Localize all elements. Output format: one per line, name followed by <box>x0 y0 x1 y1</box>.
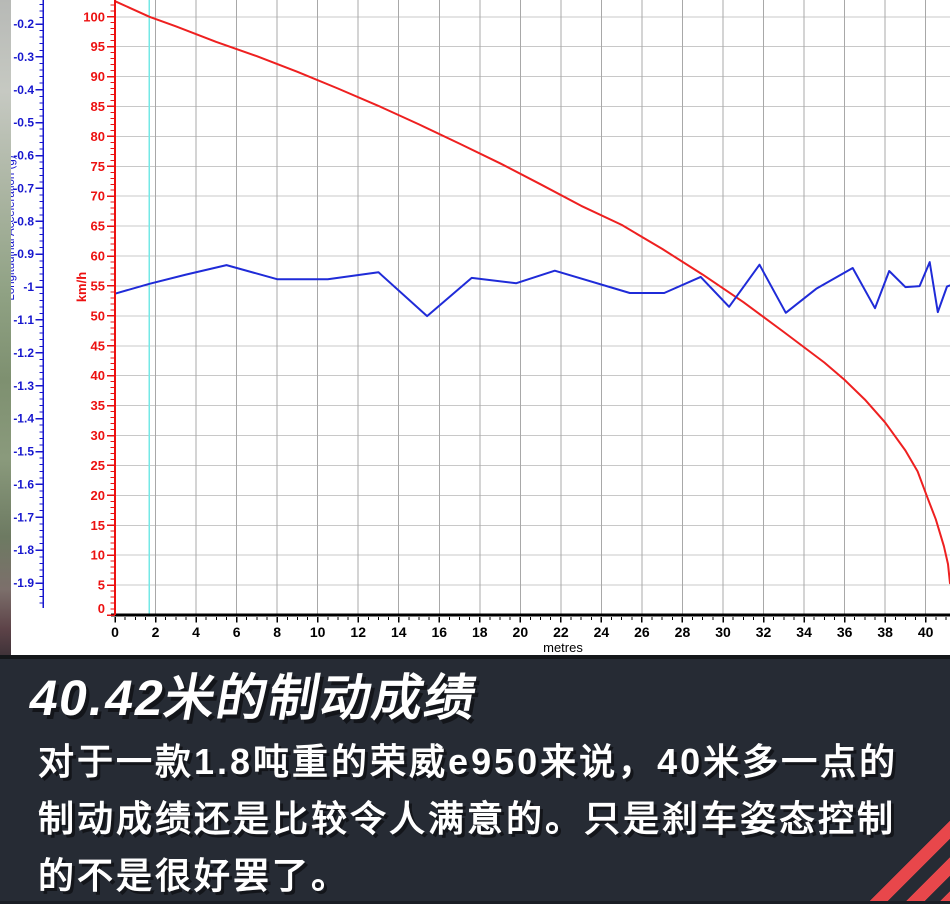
gridlines <box>115 0 950 615</box>
svg-text:-1.8: -1.8 <box>13 543 34 557</box>
svg-text:40: 40 <box>918 624 934 640</box>
svg-text:30: 30 <box>91 428 105 443</box>
caption-line-3: 的不是很好罢了。 <box>38 855 351 896</box>
longitudinal-acceleration-series-line <box>114 261 950 318</box>
svg-text:24: 24 <box>594 624 610 640</box>
svg-text:10: 10 <box>91 548 105 563</box>
svg-text:100: 100 <box>83 9 105 24</box>
svg-text:18: 18 <box>472 624 488 640</box>
svg-text:50: 50 <box>91 308 105 323</box>
svg-text:38: 38 <box>877 624 893 640</box>
svg-text:36: 36 <box>837 624 853 640</box>
svg-text:-1.2: -1.2 <box>13 346 34 360</box>
svg-text:-1.6: -1.6 <box>13 477 34 491</box>
svg-text:40: 40 <box>91 368 105 383</box>
svg-text:-0.4: -0.4 <box>13 83 34 97</box>
svg-text:80: 80 <box>91 129 105 144</box>
svg-text:70: 70 <box>91 189 105 204</box>
svg-text:8: 8 <box>273 624 281 640</box>
svg-text:65: 65 <box>91 219 105 234</box>
svg-text:28: 28 <box>675 624 691 640</box>
svg-text:0: 0 <box>111 624 119 640</box>
speed-axis-kmh: 0 5 10 15 20 25 30 35 40 45 50 55 60 65 70 75 80 85 90 95 10… <box>74 0 116 616</box>
svg-text:-0.9: -0.9 <box>13 247 34 261</box>
svg-text:20: 20 <box>91 488 105 503</box>
svg-text:20: 20 <box>513 624 529 640</box>
svg-text:metres: metres <box>543 640 583 655</box>
svg-text:-0.3: -0.3 <box>13 50 34 64</box>
svg-text:15: 15 <box>91 518 105 533</box>
svg-text:km/h: km/h <box>74 272 89 302</box>
svg-text:-1.7: -1.7 <box>13 510 34 524</box>
braking-test-chart: 0 2 4 6 8 10 12 14 16 18 20 22 24 26 28 30 32 34 36 38 40 met… <box>0 0 950 655</box>
svg-text:55: 55 <box>91 278 105 293</box>
svg-text:-1: -1 <box>23 280 34 294</box>
svg-text:85: 85 <box>91 99 105 114</box>
caption-panel: 40.42米的制动成绩 对于一款1.8吨重的荣威e950来说，40米多一点的 制… <box>0 655 950 904</box>
caption-line-2: 制动成绩还是比较令人满意的。只是刹车姿态控制 <box>38 798 897 839</box>
svg-text:-0.2: -0.2 <box>13 17 34 31</box>
caption-line-1: 对于一款1.8吨重的荣威e950来说，40米多一点的 <box>38 741 899 782</box>
svg-text:-1.5: -1.5 <box>13 445 34 459</box>
svg-text:0: 0 <box>98 601 105 616</box>
svg-text:95: 95 <box>91 39 105 54</box>
svg-text:-1.3: -1.3 <box>13 379 34 393</box>
x-axis-metres: 0 2 4 6 8 10 12 14 16 18 20 22 24 26 28 30 32 34 36 38 40met… <box>111 613 950 655</box>
svg-text:30: 30 <box>715 624 731 640</box>
caption-title: 40.42米的制动成绩 <box>0 659 950 727</box>
svg-text:75: 75 <box>91 159 105 174</box>
svg-text:22: 22 <box>553 624 569 640</box>
background-photo-sliver <box>0 0 11 655</box>
svg-text:-0.7: -0.7 <box>13 181 34 195</box>
svg-text:4: 4 <box>192 624 200 640</box>
svg-text:26: 26 <box>634 624 650 640</box>
svg-text:-1.9: -1.9 <box>13 576 34 590</box>
svg-text:5: 5 <box>98 578 105 593</box>
svg-text:16: 16 <box>431 624 447 640</box>
speed-series-line <box>114 0 950 585</box>
svg-text:2: 2 <box>152 624 160 640</box>
svg-text:-1.1: -1.1 <box>13 313 34 327</box>
svg-text:-0.5: -0.5 <box>13 116 34 130</box>
svg-text:45: 45 <box>91 338 105 353</box>
svg-text:90: 90 <box>91 69 105 84</box>
svg-text:60: 60 <box>91 249 105 264</box>
svg-text:32: 32 <box>756 624 772 640</box>
caption-body: 对于一款1.8吨重的荣威e950来说，40米多一点的 制动成绩还是比较令人满意的… <box>0 727 950 904</box>
corner-stripes-decoration <box>820 774 950 904</box>
svg-text:-0.8: -0.8 <box>13 214 34 228</box>
caption-title-text: 40.42米的制动成绩 <box>25 670 483 726</box>
svg-text:14: 14 <box>391 624 407 640</box>
svg-text:34: 34 <box>796 624 812 640</box>
svg-text:6: 6 <box>233 624 241 640</box>
svg-text:-1.4: -1.4 <box>13 412 34 426</box>
svg-text:12: 12 <box>350 624 366 640</box>
chart-canvas: 0 2 4 6 8 10 12 14 16 18 20 22 24 26 28 30 32 34 36 38 40met… <box>5 0 950 655</box>
svg-text:25: 25 <box>91 458 105 473</box>
svg-text:10: 10 <box>310 624 326 640</box>
svg-text:35: 35 <box>91 398 105 413</box>
svg-text:-0.6: -0.6 <box>13 149 34 163</box>
